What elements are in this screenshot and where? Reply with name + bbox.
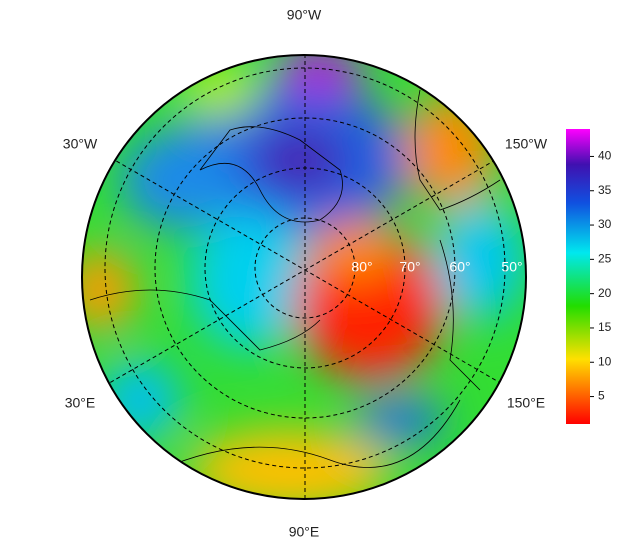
colorbar-tick-label: 10: [598, 354, 612, 368]
lon-label: 150°W: [505, 136, 548, 152]
map-border: [81, 54, 527, 500]
colorbar-tick-label: 40: [598, 149, 612, 163]
map-field: [82, 55, 526, 499]
colorbar-tick-label: 30: [598, 217, 612, 231]
colorbar-tick-label: 20: [598, 286, 612, 300]
lon-label: 90°E: [289, 524, 320, 540]
colorbar-tick-label: 5: [598, 389, 605, 403]
coastlines: [89, 89, 501, 471]
lat-label: 50°: [501, 259, 522, 275]
lon-label: 30°W: [63, 136, 98, 152]
lon-label: 150°E: [507, 395, 545, 411]
colorbar: [566, 129, 590, 424]
lat-label: 60°: [449, 259, 470, 275]
lat-label: 80°: [351, 259, 372, 275]
graticule: [82, 55, 526, 499]
colorbar-tick-label: 25: [598, 252, 612, 266]
lon-label: 90°W: [287, 7, 322, 23]
lon-label: 30°E: [65, 395, 96, 411]
lat-label: 70°: [399, 259, 420, 275]
colorbar-tick-label: 15: [598, 320, 612, 334]
colorbar-tick-label: 35: [598, 183, 612, 197]
